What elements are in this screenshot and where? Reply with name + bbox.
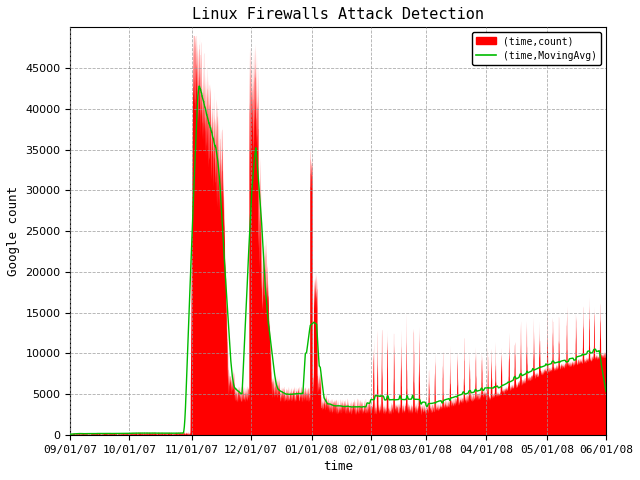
X-axis label: time: time: [323, 460, 353, 473]
Y-axis label: Google count: Google count: [7, 186, 20, 276]
Legend: (time,count), (time,MovingAvg): (time,count), (time,MovingAvg): [472, 32, 601, 65]
Title: Linux Firewalls Attack Detection: Linux Firewalls Attack Detection: [192, 7, 484, 22]
